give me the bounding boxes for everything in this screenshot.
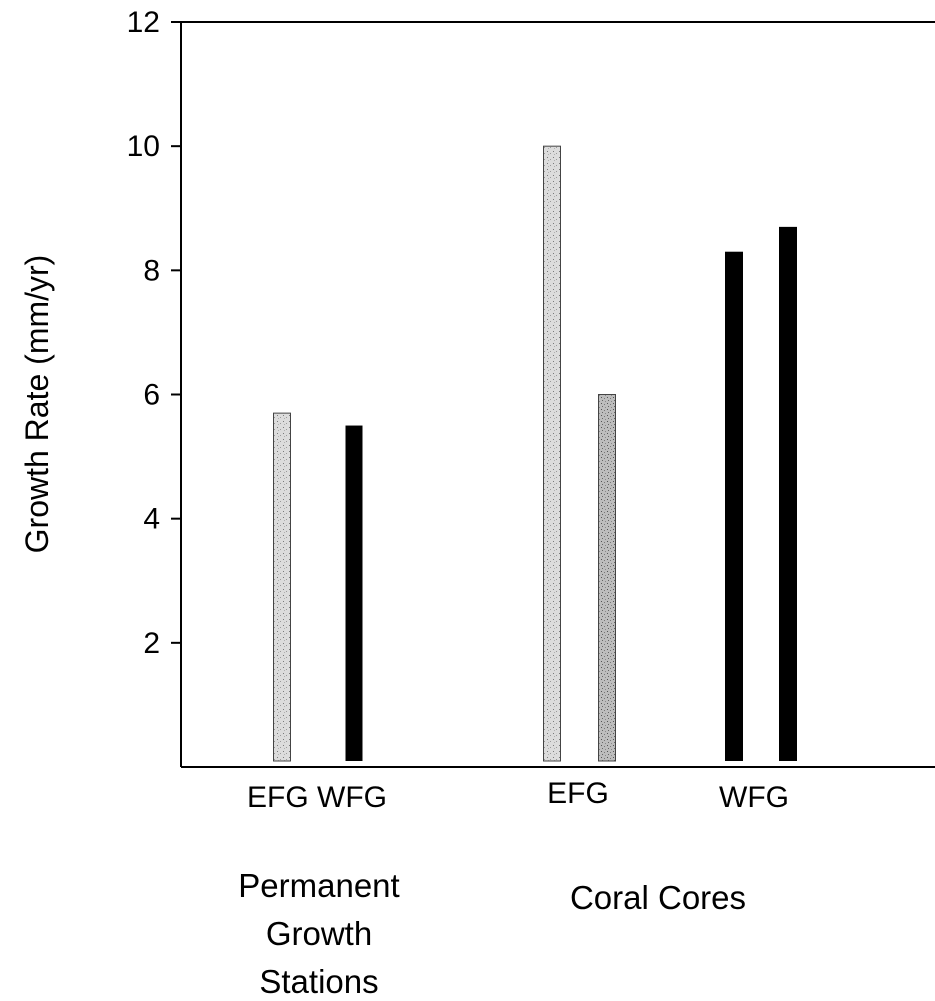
y-tick-label: 4: [143, 503, 160, 536]
y-tick-label: 8: [143, 254, 160, 287]
y-axis-title: Growth Rate (mm/yr): [19, 255, 55, 554]
y-tick-label: 12: [127, 6, 160, 39]
group-labels: Permanent Growth Stations Coral Cores: [238, 867, 746, 1000]
group-label-permanent-line3: Stations: [259, 963, 378, 1000]
category-label-coral-wfg: WFG: [719, 781, 789, 814]
bar-coral-cores-efg-2: [543, 145, 561, 762]
bar-coral-cores-wfg-4: [725, 251, 743, 762]
bar-permanent-growth-stations-wfg-1: [345, 425, 363, 761]
group-label-permanent-line2: Growth: [266, 915, 372, 952]
group-label-coral-cores: Coral Cores: [570, 879, 746, 916]
category-label-permanent: EFG WFG: [247, 781, 387, 814]
bar-coral-cores-wfg-5: [779, 226, 797, 761]
bar-permanent-growth-stations-efg-0: [273, 412, 291, 762]
bar-coral-cores-efg-3: [598, 394, 616, 762]
bars-group: [273, 145, 797, 762]
y-tick-label: 2: [143, 627, 160, 660]
category-label-coral-efg: EFG: [547, 777, 609, 810]
y-tick-label: 6: [143, 379, 160, 412]
y-tick-label: 10: [127, 130, 160, 163]
y-axis-ticks: 2 4 6 8 10 12: [127, 6, 181, 660]
group-label-permanent-line1: Permanent: [238, 867, 399, 904]
category-labels: EFG WFG EFG WFG: [247, 777, 789, 814]
